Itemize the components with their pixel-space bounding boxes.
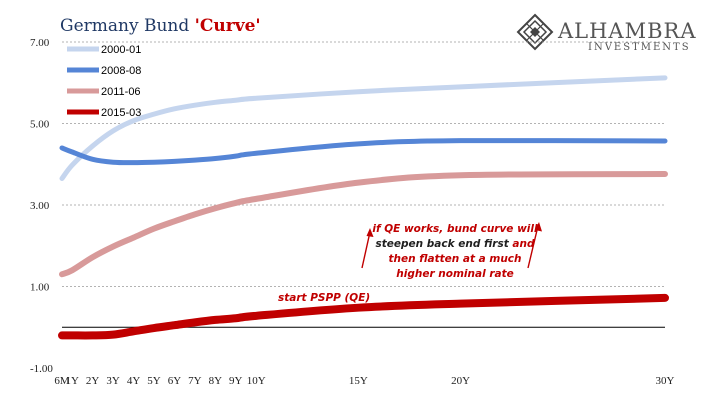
x-tick-label: 15Y <box>349 375 368 387</box>
annotation-text: and <box>509 238 535 250</box>
y-tick-label: 3.00 <box>30 200 50 212</box>
series-line-2015-03 <box>58 293 669 340</box>
annotation-text: then flatten at a much <box>388 253 521 265</box>
x-tick-label: 10Y <box>247 375 266 387</box>
annotation-qe-outlook: if QE works, bund curve will steepen back… <box>372 223 538 280</box>
x-tick-label: 7Y <box>188 375 202 387</box>
chart-title-main: Germany Bund <box>60 16 195 36</box>
legend-label: 2000-01 <box>101 44 141 56</box>
y-tick-label: -1.00 <box>30 363 53 375</box>
logo-subtitle: INVESTMENTS <box>588 42 691 53</box>
x-tick-label: 2Y <box>86 375 100 387</box>
x-tick-label: 30Y <box>656 375 675 387</box>
annotation-line: steepen back end first and <box>376 238 535 250</box>
legend-label: 2008-08 <box>101 65 141 77</box>
x-tick-label: 4Y <box>127 375 141 387</box>
series-lines <box>58 75 669 340</box>
up-arrow-icon-right <box>527 222 542 269</box>
legend: 2000-01 2008-08 2011-06 2015-03 <box>67 44 141 119</box>
chart-title: Germany Bund 'Curve' <box>60 16 261 36</box>
series-line-2008-08 <box>59 137 668 166</box>
chart-title-accent: 'Curve' <box>195 16 261 36</box>
annotation-pspp: start PSPP (QE) <box>278 292 370 304</box>
annotation-line: higher nominal rate <box>396 268 513 280</box>
annotations: start PSPP (QE) if QE works, bund curve … <box>278 222 542 304</box>
y-tick-label: 1.00 <box>30 282 50 294</box>
x-tick-label: 3Y <box>106 375 120 387</box>
x-tick-label: 1Y <box>65 375 79 387</box>
x-tick-label: 6M <box>54 375 70 387</box>
diamond-lattice-icon <box>516 13 554 51</box>
legend-label: 2011-06 <box>101 86 141 98</box>
annotation-text: if QE works, bund curve will <box>372 223 538 235</box>
series-line-2011-06 <box>59 171 668 278</box>
up-arrow-icon-left <box>361 228 374 269</box>
annotation-text: higher nominal rate <box>396 268 513 280</box>
annotation-text: steepen back end first <box>376 238 510 250</box>
x-tick-label: 9Y <box>229 375 243 387</box>
annotation-line: if QE works, bund curve will <box>372 223 538 235</box>
y-tick-label: 5.00 <box>30 119 50 131</box>
x-tick-label: 8Y <box>209 375 223 387</box>
y-axis-ticks: 7.00 5.00 3.00 1.00 -1.00 <box>30 37 53 375</box>
x-tick-label: 5Y <box>147 375 161 387</box>
legend-label: 2015-03 <box>101 107 141 119</box>
annotation-line: then flatten at a much <box>388 253 521 265</box>
y-tick-label: 7.00 <box>30 37 50 49</box>
series-line-2000-01 <box>59 75 668 182</box>
x-tick-label: 20Y <box>451 375 470 387</box>
logo-name: ALHAMBRA <box>557 19 697 43</box>
alhambra-logo: ALHAMBRA INVESTMENTS <box>516 13 697 53</box>
x-tick-label: 6Y <box>168 375 182 387</box>
